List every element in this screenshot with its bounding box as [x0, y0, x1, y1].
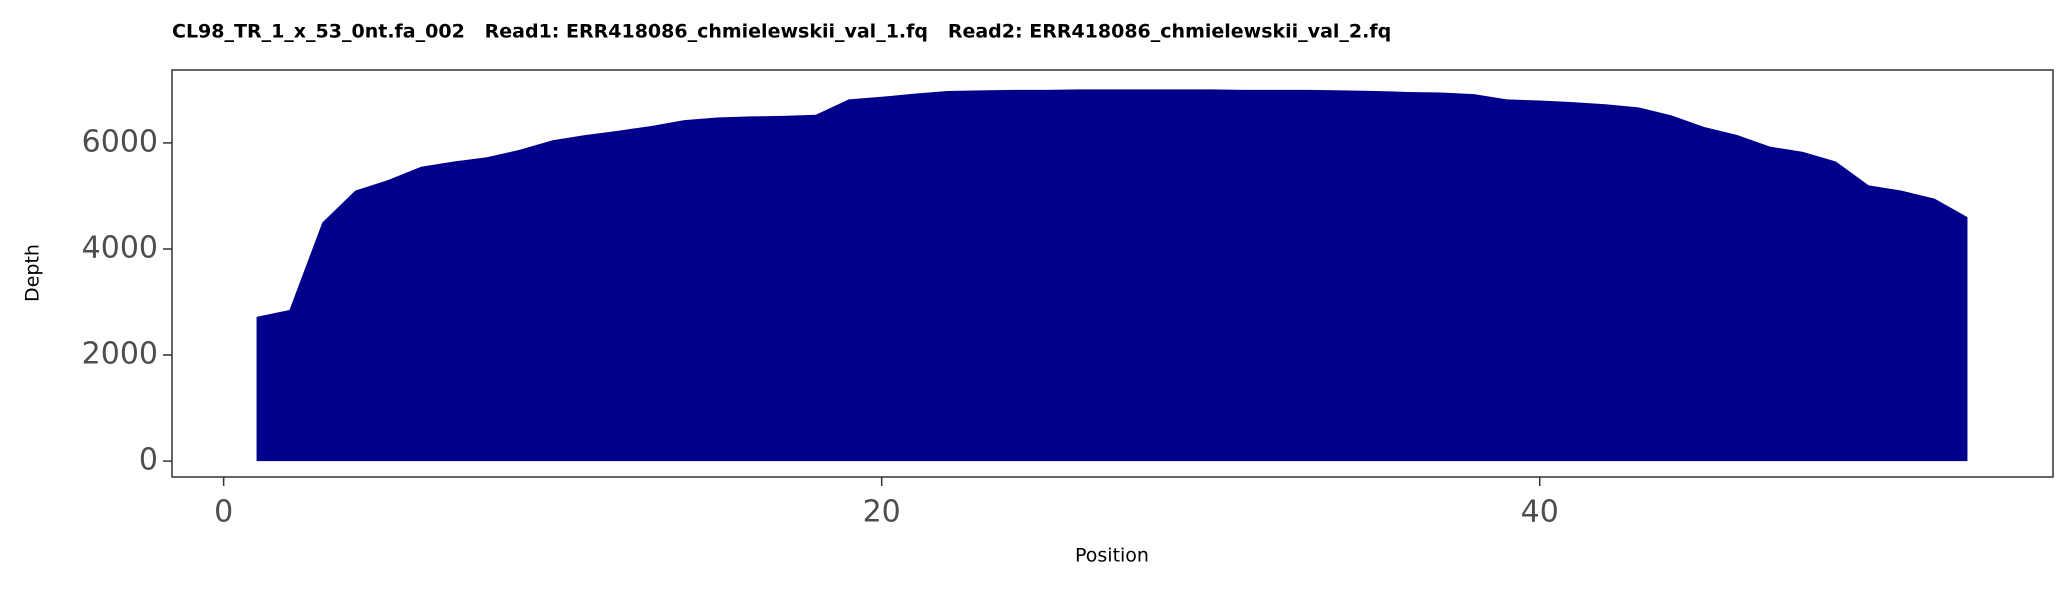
x-axis-label: Position [1075, 545, 1149, 567]
x-tick-label: 0 [214, 495, 233, 530]
y-tick-label: 0 [139, 443, 158, 478]
y-tick-label: 6000 [82, 124, 158, 159]
y-axis-label: Depth [22, 244, 44, 302]
chart-title: CL98_TR_1_x_53_0nt.fa_002 Read1: ERR4180… [172, 21, 1391, 43]
x-tick-label: 40 [1521, 495, 1559, 530]
y-tick-label: 2000 [82, 337, 158, 372]
area [256, 89, 1968, 462]
y-tick-label: 4000 [82, 230, 158, 265]
x-tick-label: 20 [863, 495, 901, 530]
panel-border [171, 69, 2054, 478]
